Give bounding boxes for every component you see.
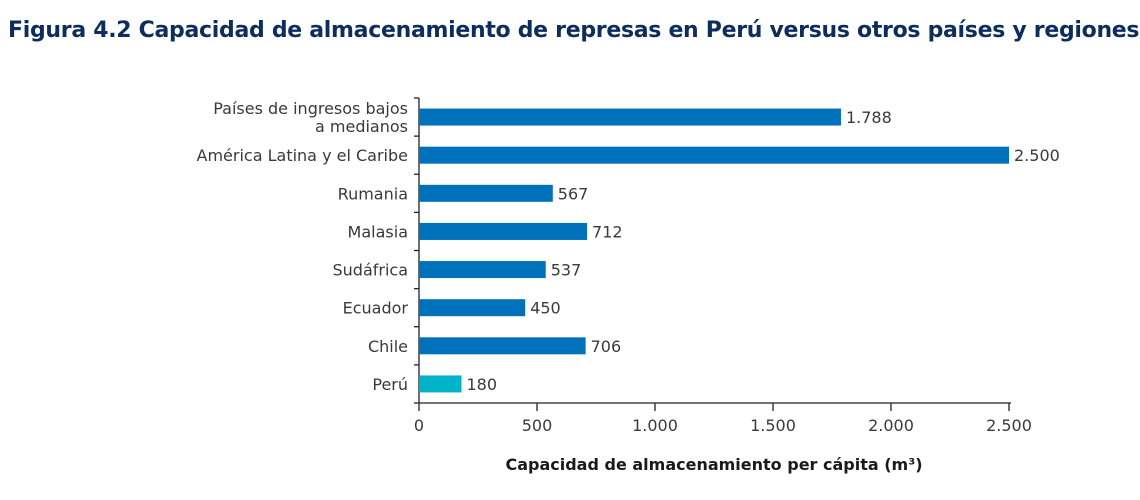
bar bbox=[419, 299, 526, 317]
bar bbox=[419, 337, 586, 355]
x-tick-label: 2.000 bbox=[868, 416, 914, 435]
data-label: 706 bbox=[591, 337, 622, 356]
category-label: Perú bbox=[372, 375, 408, 394]
bar bbox=[419, 261, 546, 279]
category-label: América Latina y el Caribe bbox=[197, 146, 408, 165]
category-label: Sudáfrica bbox=[332, 261, 408, 280]
bar bbox=[419, 108, 841, 126]
data-label: 567 bbox=[558, 184, 589, 203]
x-tick-label: 1.500 bbox=[750, 416, 796, 435]
bar bbox=[419, 184, 553, 202]
category-label: Ecuador bbox=[343, 299, 409, 318]
category-label: Malasia bbox=[348, 222, 408, 241]
data-label: 1.788 bbox=[846, 108, 892, 127]
x-tick-label: 2.500 bbox=[986, 416, 1032, 435]
data-label: 712 bbox=[592, 222, 623, 241]
data-label: 450 bbox=[530, 299, 561, 318]
chart-title: Figura 4.2 Capacidad de almacenamiento d… bbox=[8, 18, 1140, 43]
bar bbox=[419, 222, 588, 240]
category-label: Chile bbox=[368, 337, 408, 356]
data-label: 2.500 bbox=[1014, 146, 1060, 165]
data-label: 537 bbox=[551, 261, 582, 280]
category-label: Países de ingresos bajos bbox=[213, 99, 408, 118]
x-axis-label: Capacidad de almacenamiento per cápita (… bbox=[505, 455, 922, 474]
x-tick-label: 1.000 bbox=[632, 416, 678, 435]
x-tick-label: 0 bbox=[414, 416, 424, 435]
x-tick-label: 500 bbox=[522, 416, 553, 435]
data-label: 180 bbox=[466, 375, 497, 394]
category-label: a medianos bbox=[315, 117, 408, 136]
bar bbox=[419, 375, 462, 393]
bar bbox=[419, 146, 1009, 164]
category-label: Rumania bbox=[338, 184, 408, 203]
